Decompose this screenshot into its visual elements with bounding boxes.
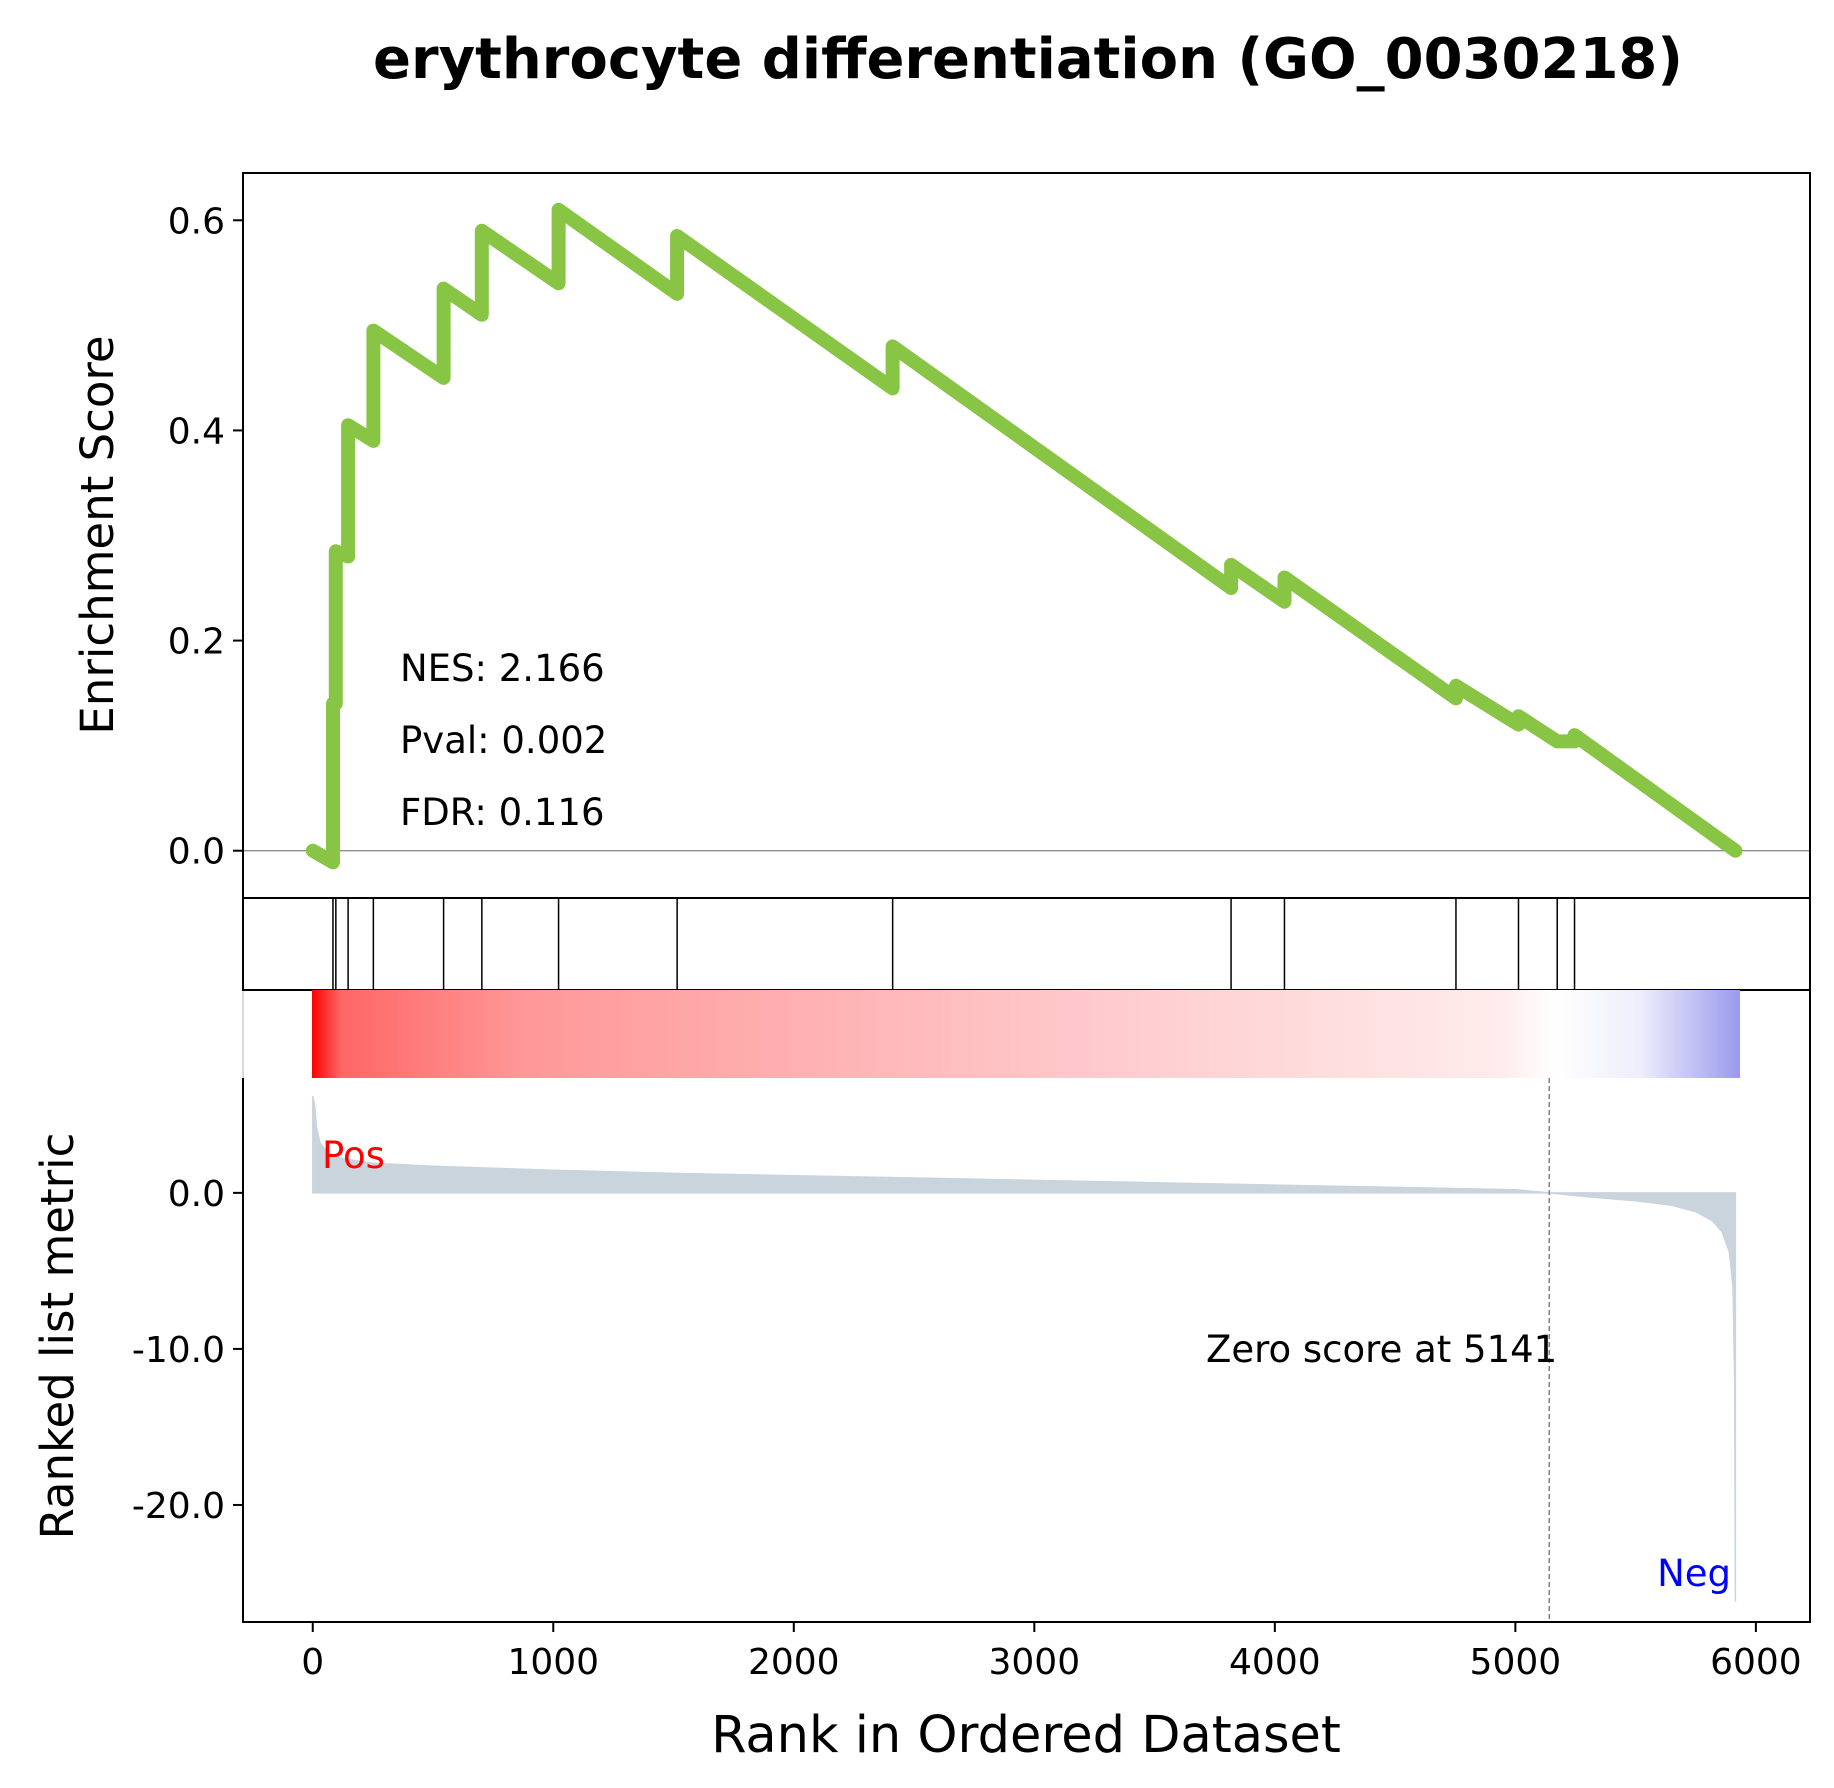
es-panel: 0.0 0.2 0.4 0.6 Enrichment Score NES: 2.166…	[71, 172, 1811, 899]
es-y-ticks: 0.0 0.2 0.4 0.6	[168, 201, 243, 873]
es-y-axis-label: Enrichment Score	[71, 335, 124, 734]
es-line-group	[305, 202, 1743, 870]
x-tick-label: 2000	[748, 1642, 840, 1683]
es-y-tick-label: 0.6	[168, 201, 225, 242]
metric-area	[312, 1095, 1737, 1602]
es-running-line	[305, 202, 1743, 870]
hit-lines-group	[332, 898, 1576, 990]
x-tick-label: 1000	[507, 1642, 599, 1683]
metric-panel: 0.0 -10.0 -20.0 Pos Neg Zero score at 5141…	[31, 990, 1811, 1623]
metric-y-tick-label: -20.0	[132, 1486, 225, 1527]
metric-area-group	[312, 1095, 1737, 1602]
x-axis-ticks: 0 1000 2000 3000 4000 5000 6000	[301, 1622, 1802, 1683]
zero-score-label: Zero score at 5141	[1206, 1328, 1557, 1371]
metric-y-tick-label: -10.0	[132, 1330, 225, 1371]
x-tick-label: 0	[301, 1642, 324, 1683]
fdr-label: FDR: 0.116	[400, 791, 605, 834]
rank-gradient-bar	[312, 990, 1740, 1078]
es-y-tick-label: 0.0	[168, 832, 225, 873]
x-tick-label: 6000	[1710, 1642, 1802, 1683]
hits-panel	[242, 897, 1811, 991]
metric-y-ticks: 0.0 -10.0 -20.0	[132, 1174, 243, 1527]
neg-label: Neg	[1657, 1552, 1731, 1595]
metric-panel-frame	[242, 990, 1811, 1623]
pval-label: Pval: 0.002	[400, 719, 607, 762]
metric-y-axis-label: Ranked list metric	[31, 1133, 84, 1540]
x-axis-label: Rank in Ordered Dataset	[711, 1706, 1341, 1765]
x-tick-label: 3000	[989, 1642, 1081, 1683]
es-y-tick-label: 0.4	[168, 411, 225, 452]
nes-label: NES: 2.166	[400, 647, 605, 690]
chart-title: erythrocyte differentiation (GO_0030218)	[373, 27, 1683, 92]
pos-label: Pos	[322, 1134, 385, 1177]
x-tick-label: 5000	[1470, 1642, 1562, 1683]
metric-y-tick-label: 0.0	[168, 1174, 225, 1215]
x-tick-label: 4000	[1229, 1642, 1321, 1683]
es-y-tick-label: 0.2	[168, 622, 225, 663]
